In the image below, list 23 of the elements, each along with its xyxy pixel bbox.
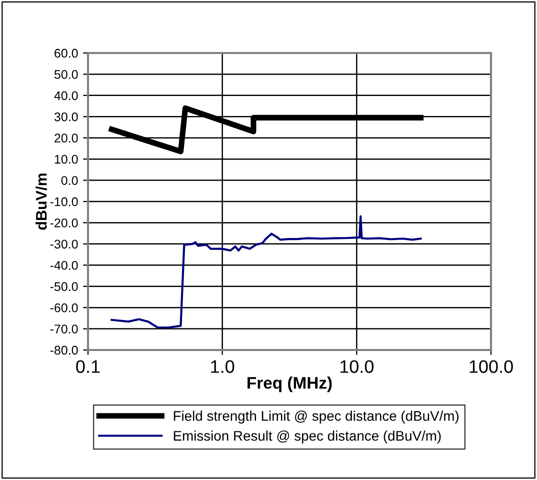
y-axis-title: dBuV/m [36, 174, 47, 230]
y-tick-label: 30.0 [54, 112, 78, 122]
y-tick-label: -50.0 [50, 282, 78, 292]
y-tick-label: -60.0 [50, 303, 78, 312]
y-tick-label: -40.0 [50, 260, 78, 270]
y-tick-label: -20.0 [50, 218, 78, 228]
y-tick-label: 10.0 [54, 154, 78, 164]
y-tick-label: -80.0 [50, 346, 78, 355]
y-tick-label: -30.0 [50, 240, 78, 249]
legend-label: Field strength Limit @ spec distance (dBuV/m) [174, 410, 458, 424]
legend-label: Emission Result @ spec distance (dBuV/m) [174, 430, 441, 444]
y-tick-label: -70.0 [50, 324, 78, 334]
y-tick-label: 60.0 [54, 48, 78, 58]
y-tick-label: 20.0 [54, 134, 78, 143]
y-tick-label: 50.0 [54, 70, 78, 79]
x-axis-title: Freq (MHz) [248, 376, 332, 392]
y-tick-label: 40.0 [54, 91, 78, 100]
x-tick-label: 0.1 [76, 360, 100, 373]
x-tick-label: 100.0 [470, 360, 513, 373]
x-tick-label: 10.0 [340, 360, 374, 373]
y-tick-label: 0.0 [61, 176, 78, 185]
x-tick-label: 1.0 [211, 360, 234, 373]
y-tick-label: -10.0 [50, 197, 78, 206]
